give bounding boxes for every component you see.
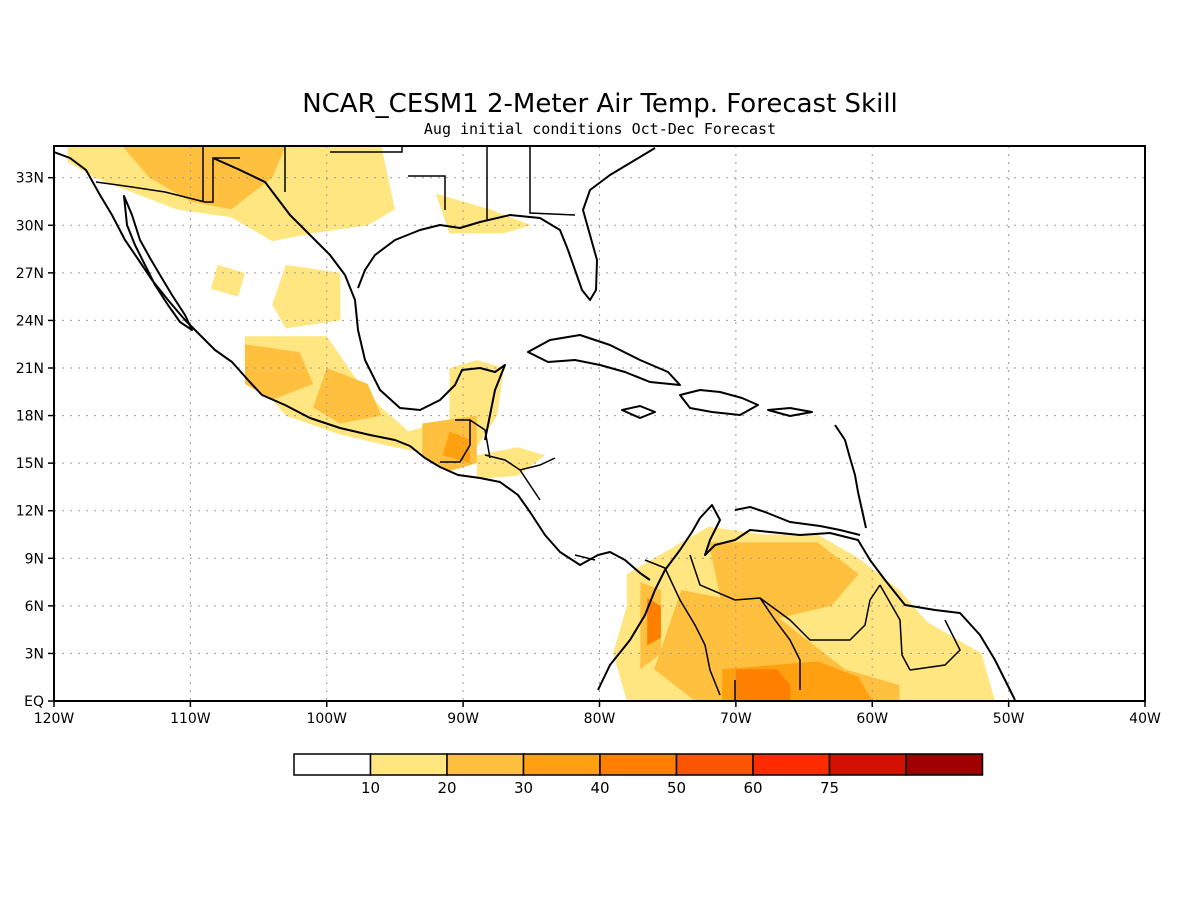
skill-region-orinoco [708,542,859,622]
lon-tick-label: 80W [584,711,616,727]
lat-tick-label: 24N [16,313,44,329]
skill-region-sonora-chihuahua [122,146,286,210]
map-frame [53,145,1146,702]
colorbar-label: 40 [590,779,609,797]
lat-tick-label: 30N [16,218,44,234]
us-state-lines [202,146,576,220]
latitude-tick-labels: EQ 3N 6N 9N 12N 15N 18N 21N 24N 27N 30N 33N [16,171,54,710]
map-title: NCAR_CESM1 2-Meter Air Temp. Forecast Sk… [302,89,898,119]
puerto-rico [767,407,813,417]
south-america-coast [597,504,1016,701]
jamaica [621,405,656,419]
baja-california [123,195,193,331]
colorbar-swatch [675,753,754,776]
colorbar-swatch [599,753,678,776]
lat-tick-label: 33N [16,171,44,187]
lon-tick-label: 70W [720,711,752,727]
map-subtitle: Aug initial conditions Oct-Dec Forecast [424,120,776,138]
gulf-coast [212,157,506,441]
coastlines [54,147,1016,701]
colorbar-swatch [905,753,984,776]
colorbar-label: 60 [743,779,762,797]
lat-tick-label: 3N [25,646,44,662]
lat-tick-label: 15N [16,456,44,472]
colorbar-swatch [293,753,372,776]
skill-region-colombia-peak [647,597,661,646]
central-america-borders [440,419,596,561]
colorbar-label: 30 [514,779,533,797]
colorbar-label: 10 [361,779,380,797]
gridlines [54,146,1145,701]
venezuela-coast-detail [734,506,861,536]
skill-shading [67,146,995,701]
lat-tick-label: EQ [24,694,44,710]
lon-tick-label: 60W [856,711,888,727]
lat-tick-label: 27N [16,266,44,282]
hispaniola [679,389,759,416]
lat-tick-label: 18N [16,409,44,425]
skill-region-sierra-madre-patch [272,264,341,329]
colorbar-swatch [522,753,601,776]
south-america-borders [644,554,961,700]
lon-tick-label: 40W [1129,711,1161,727]
map-area [53,145,1146,702]
lon-tick-label: 50W [993,711,1025,727]
skill-region-jalisco [244,344,314,400]
north-america-coast [54,151,651,581]
lat-tick-label: 9N [25,551,44,567]
lat-tick-label: 6N [25,599,44,615]
colorbar-swatch [369,753,448,776]
colorbar-label: 50 [667,779,686,797]
colorbar-swatch [752,753,831,776]
skill-region-central-mexico [313,368,382,424]
cuba [527,334,681,386]
colorbar-swatch [828,753,907,776]
skill-region-baja-patch [210,264,245,297]
lon-tick-label: 120W [34,711,75,727]
us-mexico-border [95,157,240,203]
lat-tick-label: 21N [16,361,44,377]
colorbar: 10 20 30 40 50 60 75 [293,753,984,797]
skill-region-gulf-coast-patches [435,193,532,234]
lat-tick-label: 12N [16,504,44,520]
texas-gulf-coast [357,147,656,301]
lon-tick-label: 90W [447,711,479,727]
skill-region-guatemala-core [442,431,470,464]
colorbar-label: 75 [820,779,839,797]
colorbar-label: 20 [437,779,456,797]
country-borders [95,146,961,700]
skill-region-amazon-peak [735,669,791,701]
longitude-tick-labels: 120W 110W 100W 90W 80W 70W 60W 50W 40W [34,701,1161,727]
lon-tick-label: 110W [170,711,211,727]
colorbar-swatch [446,753,525,776]
lesser-antilles [834,424,867,529]
lon-tick-label: 100W [306,711,347,727]
